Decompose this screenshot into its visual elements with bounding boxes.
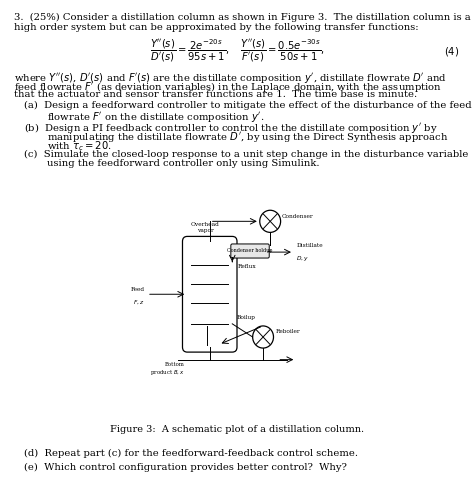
Text: (a)  Design a feedforward controller to mitigate the effect of the disturbance o: (a) Design a feedforward controller to m… (24, 101, 471, 110)
Text: Figure 3:  A schematic plot of a distillation column.: Figure 3: A schematic plot of a distilla… (110, 425, 364, 434)
Text: Reboiler: Reboiler (276, 329, 301, 334)
Text: Overhead
vapor: Overhead vapor (191, 222, 219, 233)
Text: manipulating the distillate flowrate $D'$, by using the Direct Synthesis approac: manipulating the distillate flowrate $D'… (47, 130, 448, 144)
Text: feed flowrate $F'$ (as deviation variables) in the Laplace domain, with the assu: feed flowrate $F'$ (as deviation variabl… (14, 80, 442, 95)
Text: with $\tau_c = 20$.: with $\tau_c = 20$. (47, 139, 112, 152)
Text: (e)  Which control configuration provides better control?  Why?: (e) Which control configuration provides… (24, 463, 346, 472)
Circle shape (260, 210, 281, 232)
Text: $D, y$: $D, y$ (296, 254, 310, 263)
Text: Condenser holdup: Condenser holdup (228, 248, 273, 254)
Text: Feed: Feed (130, 287, 145, 292)
Text: where $Y''(s)$, $D'(s)$ and $F'(s)$ are the distillate composition $y'$, distill: where $Y''(s)$, $D'(s)$ and $F'(s)$ are … (14, 71, 447, 86)
Text: Condenser: Condenser (282, 214, 314, 219)
Text: $\dfrac{Y''(s)}{D'(s)} = \dfrac{2e^{-20s}}{95s+1},\quad \dfrac{Y''(s)}{F'(s)} = : $\dfrac{Y''(s)}{D'(s)} = \dfrac{2e^{-20s… (150, 38, 324, 64)
Text: Boilup: Boilup (237, 315, 256, 320)
FancyBboxPatch shape (231, 244, 269, 258)
FancyBboxPatch shape (182, 236, 237, 352)
Text: Distillate: Distillate (296, 243, 323, 248)
Text: that the actuator and sensor transfer functions are 1.  The time base is minute.: that the actuator and sensor transfer fu… (14, 90, 417, 99)
Text: (c)  Simulate the closed-loop response to a unit step change in the disturbance : (c) Simulate the closed-loop response to… (24, 150, 468, 159)
Text: flowrate $F'$ on the distillate composition $y'$.: flowrate $F'$ on the distillate composit… (47, 110, 265, 124)
Circle shape (253, 326, 273, 348)
Text: $F, z$: $F, z$ (133, 298, 145, 306)
Text: (d)  Repeat part (c) for the feedforward-feedback control scheme.: (d) Repeat part (c) for the feedforward-… (24, 449, 358, 458)
Text: using the feedforward controller only using Simulink.: using the feedforward controller only us… (47, 159, 320, 168)
Text: Reflux: Reflux (238, 264, 257, 269)
Text: $(4)$: $(4)$ (445, 45, 460, 58)
Text: high order system but can be approximated by the following transfer functions:: high order system but can be approximate… (14, 23, 419, 32)
Text: Bottom
product $B, x$: Bottom product $B, x$ (150, 362, 185, 377)
Text: 3.  (25%) Consider a distillation column as shown in Figure 3.  The distillation: 3. (25%) Consider a distillation column … (14, 13, 471, 22)
Text: (b)  Design a PI feedback controller to control the the distillate composition $: (b) Design a PI feedback controller to c… (24, 121, 438, 135)
